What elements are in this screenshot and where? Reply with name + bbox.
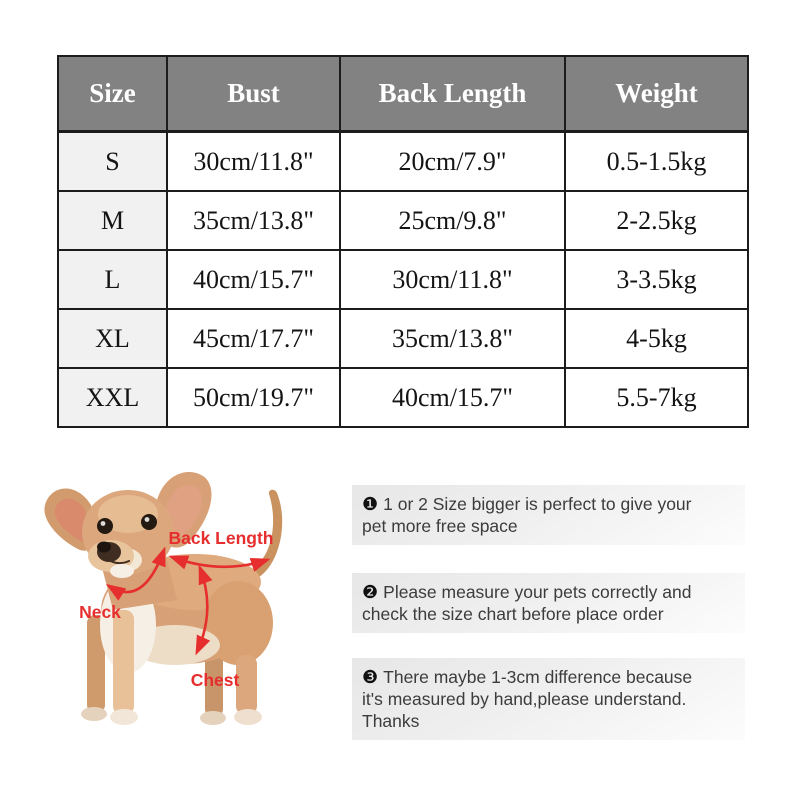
bust-cell: 30cm/11.8"	[166, 130, 341, 192]
neck-label: Neck	[79, 602, 121, 622]
column-header-back-length: Back Length	[339, 55, 566, 133]
size-chart-table: Size Bust Back Length Weight S 30cm/11.8…	[57, 55, 749, 428]
size-row-xl: XL 45cm/17.7" 35cm/13.8" 4-5kg	[57, 308, 749, 369]
header-row: Size Bust Back Length Weight	[57, 55, 749, 133]
dog-photo: Back Length Neck Chest	[44, 472, 283, 725]
dog-front-leg	[113, 610, 134, 715]
size-label-cell: S	[57, 130, 168, 192]
dog-nose	[97, 541, 111, 553]
measurement-diagram: Back Length Neck Chest	[25, 460, 325, 790]
note-2-text: Please measure your pets correctly and c…	[362, 582, 692, 624]
chest-arrow	[195, 564, 213, 656]
note-2: ❷ Please measure your pets correctly and …	[352, 573, 745, 633]
weight-cell: 5.5-7kg	[564, 367, 749, 428]
weight-cell: 4-5kg	[564, 308, 749, 369]
size-row-s: S 30cm/11.8" 20cm/7.9" 0.5-1.5kg	[57, 130, 749, 192]
bullet-2-icon: ❷	[362, 582, 379, 602]
note-1-text: 1 or 2 Size bigger is perfect to give yo…	[362, 494, 692, 536]
column-header-weight: Weight	[564, 55, 749, 133]
weight-cell: 2-2.5kg	[564, 190, 749, 251]
weight-cell: 0.5-1.5kg	[564, 130, 749, 192]
back-length-cell: 35cm/13.8"	[339, 308, 566, 369]
weight-cell: 3-3.5kg	[564, 249, 749, 310]
size-label-cell: L	[57, 249, 168, 310]
dog-eye	[141, 514, 157, 530]
dog-eye	[97, 518, 113, 534]
size-row-xxl: XXL 50cm/19.7" 40cm/15.7" 5.5-7kg	[57, 367, 749, 428]
size-row-m: M 35cm/13.8" 25cm/9.8" 2-2.5kg	[57, 190, 749, 251]
back-length-arrow	[168, 555, 271, 572]
back-length-cell: 30cm/11.8"	[339, 249, 566, 310]
dog-far-hind-leg	[205, 645, 223, 717]
size-label-cell: XXL	[57, 367, 168, 428]
chest-label: Chest	[191, 670, 240, 690]
note-3-text: There maybe 1-3cm difference because it'…	[362, 667, 693, 731]
measurement-annotations: Back Length Neck Chest	[79, 528, 273, 690]
size-row-l: L 40cm/15.7" 30cm/11.8" 3-3.5kg	[57, 249, 749, 310]
neck-arrow	[105, 546, 166, 601]
dog-tail	[253, 489, 283, 577]
bust-cell: 35cm/13.8"	[166, 190, 341, 251]
bust-cell: 45cm/17.7"	[166, 308, 341, 369]
bullet-1-icon: ❶	[362, 494, 379, 514]
dog-far-front-leg	[87, 615, 105, 713]
back-length-label: Back Length	[168, 528, 273, 548]
back-length-cell: 40cm/15.7"	[339, 367, 566, 428]
column-header-size: Size	[57, 55, 168, 133]
column-header-bust: Bust	[166, 55, 341, 133]
back-length-cell: 25cm/9.8"	[339, 190, 566, 251]
note-3: ❸ There maybe 1-3cm difference because it…	[352, 658, 745, 740]
size-label-cell: M	[57, 190, 168, 251]
bust-cell: 40cm/15.7"	[166, 249, 341, 310]
back-length-cell: 20cm/7.9"	[339, 130, 566, 192]
bust-cell: 50cm/19.7"	[166, 367, 341, 428]
bullet-3-icon: ❸	[362, 667, 379, 687]
size-label-cell: XL	[57, 308, 168, 369]
dog-illustration	[44, 472, 283, 725]
dog-hind-thigh	[203, 581, 273, 665]
